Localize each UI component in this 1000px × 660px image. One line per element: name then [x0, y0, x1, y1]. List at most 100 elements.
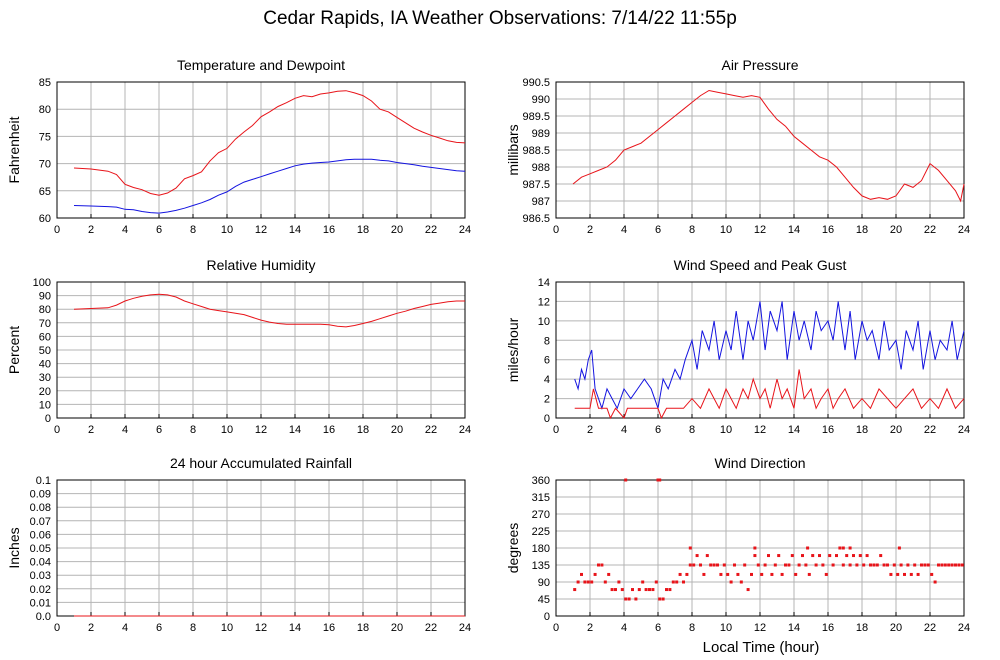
data-point	[892, 563, 896, 567]
data-point	[586, 580, 590, 584]
x-tick-label: 18	[856, 622, 868, 634]
data-point	[821, 563, 825, 567]
y-axis-label: miles/hour	[505, 317, 521, 382]
data-point	[824, 572, 828, 576]
y-axis-label: millibars	[505, 124, 521, 175]
x-tick-label: 24	[459, 622, 471, 634]
x-tick-label: 8	[190, 622, 196, 634]
data-point	[756, 563, 760, 567]
data-point	[709, 563, 713, 567]
data-point	[806, 546, 810, 550]
data-point	[777, 554, 781, 558]
data-point	[909, 572, 913, 576]
data-point	[692, 563, 696, 567]
x-tick-label: 18	[357, 224, 369, 236]
series-line-red	[73, 90, 466, 196]
y-tick-label: 135	[532, 560, 550, 572]
data-point	[753, 546, 757, 550]
data-point	[886, 563, 889, 567]
data-point	[620, 588, 624, 592]
data-point	[678, 572, 682, 576]
x-tick-label: 20	[890, 622, 902, 634]
data-point	[597, 563, 600, 567]
x-tick-label: 0	[553, 424, 559, 436]
x-tick-label: 12	[255, 224, 267, 236]
y-tick-label: 70	[39, 159, 51, 171]
data-point	[719, 572, 723, 576]
y-tick-label: 0.02	[30, 584, 51, 596]
x-tick-label: 24	[958, 224, 970, 236]
x-tick-label: 2	[587, 622, 593, 634]
data-point	[797, 563, 801, 567]
data-point	[671, 580, 675, 584]
x-tick-label: 4	[621, 424, 627, 436]
page-title: Cedar Rapids, IA Weather Observations: 7…	[263, 8, 737, 29]
y-tick-label: 360	[532, 475, 550, 487]
data-point	[627, 597, 631, 601]
x-tick-label: 24	[958, 424, 970, 436]
x-tick-label: 2	[88, 424, 94, 436]
x-tick-label: 6	[156, 224, 162, 236]
data-point	[767, 554, 770, 558]
data-point	[624, 597, 628, 601]
y-tick-label: 990	[532, 94, 550, 106]
chart-temp: 2 4 6 8 10 12 14 16 18 20 22 246065707580850Tempera…	[6, 57, 471, 236]
data-point	[668, 588, 672, 592]
y-tick-label: 20	[39, 386, 51, 398]
x-tick-label: 0	[54, 424, 60, 436]
x-tick-label: 18	[856, 224, 868, 236]
x-tick-label: 4	[122, 424, 128, 436]
data-point	[753, 554, 757, 558]
x-tick-label: 8	[689, 424, 695, 436]
data-point	[865, 554, 869, 558]
x-tick-label: 2	[587, 224, 593, 236]
x-tick-label: 10	[221, 424, 233, 436]
x-tick-label: 10	[720, 622, 732, 634]
x-tick-label: 0	[553, 224, 559, 236]
data-point	[818, 554, 821, 558]
y-tick-label: 180	[532, 543, 550, 555]
data-point	[906, 563, 910, 567]
data-point	[848, 563, 852, 567]
x-tick-label: 24	[459, 224, 471, 236]
data-point	[933, 580, 937, 584]
data-point	[716, 563, 719, 567]
data-point	[896, 572, 900, 576]
y-tick-label: 0	[544, 413, 550, 425]
data-point	[607, 572, 611, 576]
data-point	[831, 563, 835, 567]
x-tick-label: 4	[122, 224, 128, 236]
x-tick-label: 16	[323, 424, 335, 436]
data-point	[943, 563, 947, 567]
y-tick-label: 90	[39, 291, 51, 303]
y-tick-label: 10	[538, 316, 550, 328]
data-point	[661, 597, 665, 601]
data-point	[590, 580, 594, 584]
data-point	[879, 554, 883, 558]
y-tick-label: 989	[532, 128, 550, 140]
data-point	[688, 546, 692, 550]
y-tick-label: 0.07	[30, 516, 51, 528]
plot-frame	[56, 281, 466, 419]
x-tick-label: 12	[754, 622, 766, 634]
x-tick-label: 10	[221, 622, 233, 634]
plot-frame	[555, 479, 965, 617]
data-point	[614, 588, 617, 592]
data-point	[656, 478, 660, 482]
data-point	[838, 546, 842, 550]
y-tick-label: 2	[544, 394, 550, 406]
data-point	[954, 563, 957, 567]
data-point	[903, 572, 906, 576]
y-tick-label: 80	[39, 104, 51, 116]
data-point	[603, 580, 607, 584]
y-tick-label: 80	[39, 304, 51, 316]
y-tick-label: 0	[544, 611, 550, 623]
data-point	[801, 554, 804, 558]
x-tick-label: 4	[621, 224, 627, 236]
y-tick-label: 65	[39, 186, 51, 198]
y-axis-label: Fahrenheit	[6, 116, 22, 183]
data-point	[760, 572, 764, 576]
data-point	[637, 588, 641, 592]
data-point	[705, 554, 709, 558]
chart-title: Wind Direction	[714, 455, 805, 471]
